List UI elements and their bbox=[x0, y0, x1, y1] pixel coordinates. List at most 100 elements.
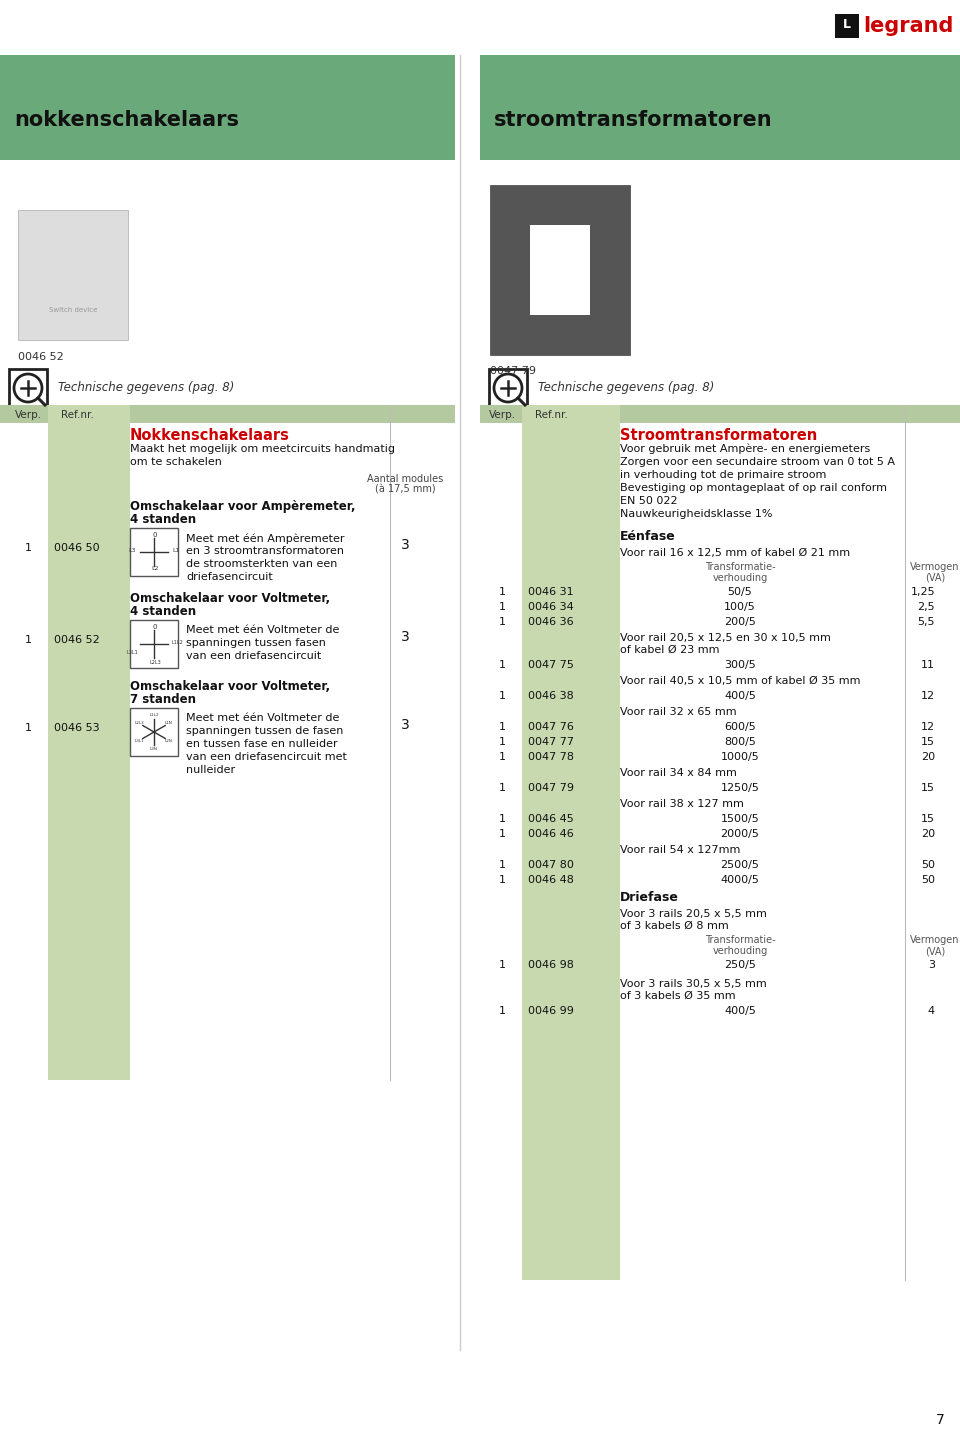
Text: 4 standen: 4 standen bbox=[130, 604, 196, 617]
Text: 1: 1 bbox=[498, 960, 506, 970]
Text: 1: 1 bbox=[25, 722, 32, 732]
Text: 0046 53: 0046 53 bbox=[54, 722, 100, 732]
Text: 2500/5: 2500/5 bbox=[721, 861, 759, 871]
Text: 4000/5: 4000/5 bbox=[721, 875, 759, 885]
Text: L2L3: L2L3 bbox=[149, 659, 161, 665]
Text: 250/5: 250/5 bbox=[724, 960, 756, 970]
Bar bbox=[835, 14, 859, 37]
Bar bbox=[522, 404, 620, 423]
Bar bbox=[0, 404, 455, 423]
Text: Vermogen: Vermogen bbox=[910, 563, 960, 571]
Text: 0046 34: 0046 34 bbox=[528, 602, 574, 612]
Text: Bevestiging op montageplaat of op rail conform: Bevestiging op montageplaat of op rail c… bbox=[620, 484, 887, 494]
Text: Ref.nr.: Ref.nr. bbox=[535, 410, 567, 420]
Text: (à 17,5 mm): (à 17,5 mm) bbox=[374, 485, 435, 495]
Text: 0047 75: 0047 75 bbox=[528, 661, 574, 671]
Text: Switch device: Switch device bbox=[49, 307, 97, 314]
Text: 2000/5: 2000/5 bbox=[721, 829, 759, 839]
Text: 3: 3 bbox=[400, 718, 409, 732]
Text: Omschakelaar voor Voltmeter,: Omschakelaar voor Voltmeter, bbox=[130, 591, 330, 604]
Text: 4 standen: 4 standen bbox=[130, 512, 196, 527]
Text: 0047 79: 0047 79 bbox=[490, 366, 536, 376]
Text: van een driefasencircuit: van een driefasencircuit bbox=[186, 650, 322, 661]
Text: L2N: L2N bbox=[165, 738, 173, 743]
Text: 12: 12 bbox=[921, 722, 935, 732]
Bar bbox=[48, 404, 130, 423]
Text: en 3 stroomtransformatoren: en 3 stroomtransformatoren bbox=[186, 545, 344, 555]
Text: 0046 52: 0046 52 bbox=[54, 635, 100, 645]
Bar bbox=[480, 55, 960, 160]
Text: 7 standen: 7 standen bbox=[130, 694, 196, 707]
Text: Zorgen voor een secundaire stroom van 0 tot 5 A: Zorgen voor een secundaire stroom van 0 … bbox=[620, 458, 895, 468]
Text: verhouding: verhouding bbox=[712, 573, 768, 583]
Text: 50: 50 bbox=[921, 861, 935, 871]
Text: L1: L1 bbox=[172, 548, 180, 554]
Text: 1: 1 bbox=[498, 691, 506, 701]
Text: 50/5: 50/5 bbox=[728, 587, 753, 597]
Text: en tussen fase en nulleider: en tussen fase en nulleider bbox=[186, 740, 338, 750]
Text: Meet met één Voltmeter de: Meet met één Voltmeter de bbox=[186, 625, 340, 635]
Text: Voor rail 16 x 12,5 mm of kabel Ø 21 mm: Voor rail 16 x 12,5 mm of kabel Ø 21 mm bbox=[620, 548, 851, 558]
Text: 0046 52: 0046 52 bbox=[18, 353, 63, 363]
Text: (VA): (VA) bbox=[924, 573, 946, 583]
Bar bbox=[130, 708, 178, 755]
Text: in verhouding tot de primaire stroom: in verhouding tot de primaire stroom bbox=[620, 471, 827, 481]
Text: 1: 1 bbox=[498, 661, 506, 671]
Text: 11: 11 bbox=[921, 661, 935, 671]
Text: Verp.: Verp. bbox=[14, 410, 41, 420]
Text: 1: 1 bbox=[498, 814, 506, 825]
Bar bbox=[130, 528, 178, 576]
Text: 100/5: 100/5 bbox=[724, 602, 756, 612]
Text: 0046 48: 0046 48 bbox=[528, 875, 574, 885]
Text: L3N: L3N bbox=[150, 747, 158, 751]
Text: Technische gegevens (pag. 8): Technische gegevens (pag. 8) bbox=[538, 381, 714, 394]
Text: 0046 45: 0046 45 bbox=[528, 814, 574, 825]
Text: 50: 50 bbox=[921, 875, 935, 885]
Text: 1: 1 bbox=[498, 617, 506, 627]
Text: Driefase: Driefase bbox=[620, 891, 679, 904]
Text: legrand: legrand bbox=[863, 16, 953, 36]
Bar bbox=[0, 55, 455, 160]
Text: 300/5: 300/5 bbox=[724, 661, 756, 671]
Text: 1: 1 bbox=[498, 587, 506, 597]
Text: Transformatie-: Transformatie- bbox=[705, 563, 776, 571]
Text: 7: 7 bbox=[936, 1413, 945, 1427]
Text: Voor rail 40,5 x 10,5 mm of kabel Ø 35 mm: Voor rail 40,5 x 10,5 mm of kabel Ø 35 m… bbox=[620, 676, 860, 686]
Text: of kabel Ø 23 mm: of kabel Ø 23 mm bbox=[620, 645, 719, 655]
Text: Ref.nr.: Ref.nr. bbox=[60, 410, 93, 420]
Text: 3: 3 bbox=[928, 960, 935, 970]
Text: L3L1: L3L1 bbox=[127, 649, 138, 655]
Text: L: L bbox=[843, 19, 851, 32]
Text: 0046 98: 0046 98 bbox=[528, 960, 574, 970]
Text: Voor rail 34 x 84 mm: Voor rail 34 x 84 mm bbox=[620, 768, 737, 778]
Text: 0046 99: 0046 99 bbox=[528, 1006, 574, 1016]
Text: stroomtransformatoren: stroomtransformatoren bbox=[494, 109, 773, 130]
Text: Nauwkeurigheidsklasse 1%: Nauwkeurigheidsklasse 1% bbox=[620, 509, 773, 519]
Text: 1: 1 bbox=[498, 737, 506, 747]
Bar bbox=[48, 423, 130, 1081]
Text: 1: 1 bbox=[498, 783, 506, 793]
Text: L2L3: L2L3 bbox=[134, 721, 144, 725]
Text: 0047 78: 0047 78 bbox=[528, 753, 574, 763]
Text: nulleider: nulleider bbox=[186, 766, 235, 776]
Text: 1: 1 bbox=[25, 635, 32, 645]
Text: 1250/5: 1250/5 bbox=[721, 783, 759, 793]
Bar bbox=[530, 224, 590, 315]
Text: 0046 31: 0046 31 bbox=[528, 587, 574, 597]
Text: spanningen tussen fasen: spanningen tussen fasen bbox=[186, 637, 325, 648]
Text: (VA): (VA) bbox=[924, 945, 946, 955]
Text: 3: 3 bbox=[400, 538, 409, 553]
Bar bbox=[522, 423, 620, 1281]
Text: L3: L3 bbox=[129, 548, 136, 554]
Text: Voor 3 rails 30,5 x 5,5 mm: Voor 3 rails 30,5 x 5,5 mm bbox=[620, 979, 767, 989]
Text: Transformatie-: Transformatie- bbox=[705, 935, 776, 945]
Text: 1500/5: 1500/5 bbox=[721, 814, 759, 825]
Text: Meet met één Voltmeter de: Meet met één Voltmeter de bbox=[186, 712, 340, 722]
Text: 200/5: 200/5 bbox=[724, 617, 756, 627]
Text: om te schakelen: om te schakelen bbox=[130, 458, 222, 468]
Text: de stroomsterkten van een: de stroomsterkten van een bbox=[186, 558, 337, 568]
Text: 15: 15 bbox=[921, 783, 935, 793]
Text: 1: 1 bbox=[498, 602, 506, 612]
Text: Voor rail 20,5 x 12,5 en 30 x 10,5 mm: Voor rail 20,5 x 12,5 en 30 x 10,5 mm bbox=[620, 633, 830, 643]
Text: L3L1: L3L1 bbox=[134, 738, 144, 743]
